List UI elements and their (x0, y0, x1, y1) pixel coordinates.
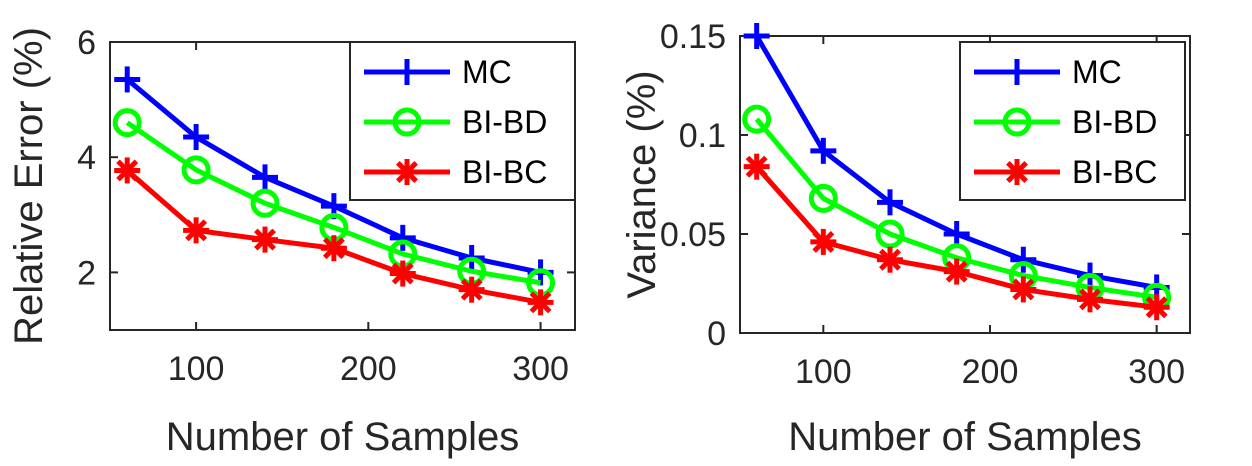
data-point-mc (1010, 246, 1037, 273)
data-point-bi-bc (1077, 286, 1103, 313)
data-point-bi-bc (389, 260, 416, 287)
series-bi-bc (743, 153, 1170, 321)
legend-marker (1004, 59, 1030, 85)
y-tick-label: 2 (77, 254, 96, 292)
x-axis-label: Number of Samples (788, 415, 1141, 459)
y-tick-label: 0.15 (660, 18, 726, 56)
data-point-mc (252, 164, 278, 191)
legend-entry-bi-bd: BI-BD (364, 104, 547, 140)
data-point-mc (183, 124, 210, 151)
legend-marker (1004, 159, 1030, 185)
series-bi-bc (114, 157, 554, 316)
data-point-bi-bc (252, 226, 278, 253)
y-tick-label: 4 (77, 139, 96, 177)
relative-error-plot: 100 200 300 2 4 6 Number of Samples Relative Er… (7, 24, 576, 459)
variance-plot: 100 200 300 0 0.05 0.1 0.15 Number of Samples Va… (620, 18, 1191, 459)
y-axis-label: Variance (%) (620, 70, 664, 298)
data-point-bi-bc (320, 235, 347, 262)
legend-entry-bi-bc: BI-BC (364, 154, 547, 190)
data-point-bi-bd (250, 188, 280, 218)
x-tick-label: 100 (168, 350, 225, 388)
x-axis-label: Number of Samples (166, 415, 519, 459)
data-point-bi-bc (1010, 276, 1037, 303)
data-point-mc (943, 221, 970, 247)
legend-marker (1002, 107, 1032, 137)
y-axis-label: Relative Error (%) (7, 27, 51, 345)
y-tick-label: 6 (77, 24, 96, 62)
data-point-mc (877, 189, 903, 216)
x-tick-label: 300 (1128, 353, 1185, 391)
data-point-mc (743, 23, 770, 49)
x-tick-label: 200 (962, 353, 1019, 391)
data-point-bi-bc (458, 276, 485, 303)
legend-marker (394, 159, 420, 185)
y-tick-label: 0.1 (679, 117, 726, 155)
legend-marker (394, 59, 420, 85)
data-point-mc (389, 224, 416, 251)
legend-label: MC (462, 54, 512, 90)
data-point-bi-bc (527, 289, 554, 316)
legend-label: MC (1072, 54, 1122, 90)
legend-entry-mc: MC (364, 54, 512, 90)
legend-label: BI-BC (1072, 154, 1157, 190)
legend-label: BI-BC (462, 154, 547, 190)
legend-entry-mc: MC (974, 54, 1122, 90)
data-point-bi-bd (742, 104, 772, 134)
legend: MC BI-BD BI-BC (959, 41, 1186, 201)
legend-entry-bi-bd: BI-BD (974, 104, 1157, 140)
y-tick-label: 0.05 (660, 216, 726, 254)
legend-label: BI-BD (462, 104, 547, 140)
data-point-bi-bd (181, 155, 211, 185)
data-point-bi-bd (112, 108, 142, 138)
y-tick-label: 0 (707, 315, 726, 353)
data-point-bi-bc (743, 153, 770, 180)
data-point-bi-bc (943, 258, 970, 285)
x-tick-label: 100 (795, 353, 852, 391)
x-tick-label: 200 (340, 350, 397, 388)
data-point-bi-bd (808, 183, 838, 213)
x-tick-label: 300 (512, 350, 569, 388)
data-point-mc (114, 66, 141, 93)
data-point-mc (810, 137, 837, 164)
data-point-bi-bc (810, 228, 837, 255)
data-point-bi-bd (875, 219, 905, 249)
data-point-bi-bc (1143, 294, 1170, 321)
data-point-bi-bc (877, 246, 903, 273)
legend-entry-bi-bc: BI-BC (974, 154, 1157, 190)
legend-marker (392, 107, 422, 137)
series-line-bi-bd (125, 120, 541, 286)
legend-label: BI-BD (1072, 104, 1157, 140)
data-point-bi-bc (183, 217, 210, 244)
legend: MC BI-BD BI-BC (349, 41, 576, 201)
data-point-bi-bc (114, 157, 141, 184)
